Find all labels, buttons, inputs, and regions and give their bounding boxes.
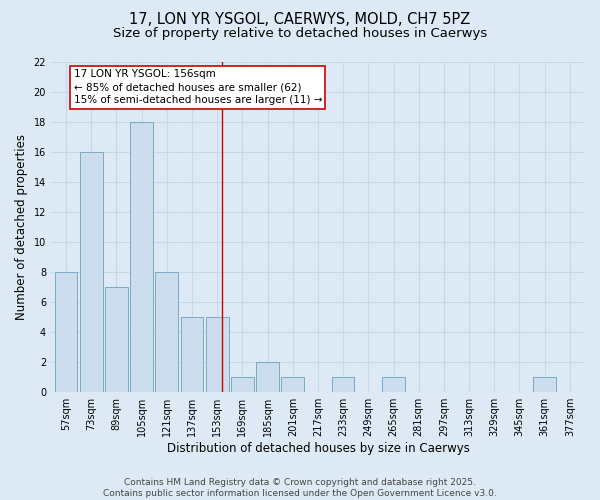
Bar	[281, 377, 304, 392]
Bar	[80, 152, 103, 392]
Text: 17, LON YR YSGOL, CAERWYS, MOLD, CH7 5PZ: 17, LON YR YSGOL, CAERWYS, MOLD, CH7 5PZ	[130, 12, 470, 28]
Bar	[256, 362, 279, 392]
Bar	[55, 272, 77, 392]
X-axis label: Distribution of detached houses by size in Caerwys: Distribution of detached houses by size …	[167, 442, 469, 455]
Bar	[206, 317, 229, 392]
Bar	[105, 287, 128, 392]
Y-axis label: Number of detached properties: Number of detached properties	[15, 134, 28, 320]
Bar	[533, 377, 556, 392]
Bar	[332, 377, 355, 392]
Bar	[130, 122, 153, 392]
Text: 17 LON YR YSGOL: 156sqm
← 85% of detached houses are smaller (62)
15% of semi-de: 17 LON YR YSGOL: 156sqm ← 85% of detache…	[74, 69, 322, 106]
Text: Size of property relative to detached houses in Caerwys: Size of property relative to detached ho…	[113, 28, 487, 40]
Text: Contains HM Land Registry data © Crown copyright and database right 2025.
Contai: Contains HM Land Registry data © Crown c…	[103, 478, 497, 498]
Bar	[382, 377, 405, 392]
Bar	[155, 272, 178, 392]
Bar	[181, 317, 203, 392]
Bar	[231, 377, 254, 392]
